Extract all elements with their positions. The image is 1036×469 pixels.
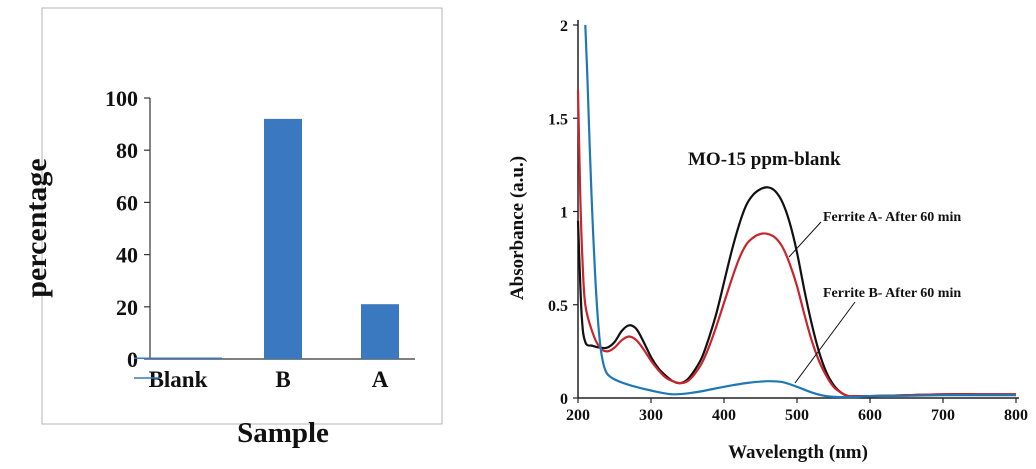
bar-x-tick-label: B — [275, 367, 290, 392]
annotation-mo-blank: MO-15 ppm-blank — [688, 149, 841, 170]
bar-x-tick-label: A — [372, 367, 389, 392]
line-y-tick-label: 2 — [560, 18, 568, 35]
bar-series — [134, 118, 399, 359]
line-x-tick-label: 300 — [639, 407, 663, 424]
line-x-tick-label: 500 — [785, 407, 809, 424]
bar-a — [361, 304, 399, 359]
bar-y-tick-label: 80 — [116, 138, 138, 163]
line-x-tick-label: 200 — [566, 407, 590, 424]
bar-chart-frame — [41, 7, 443, 425]
bar-b — [264, 118, 302, 359]
bar-xlabel: Sample — [237, 417, 329, 449]
bar-chart: 0 20 40 60 80 100 Blank B A percentage Sample — [20, 7, 443, 449]
line-x-tick-label: 400 — [712, 407, 736, 424]
bar-y-tick-label: 0 — [127, 347, 138, 372]
annotation-ferrite-a-leader — [788, 221, 822, 258]
bar-ylabel: percentage — [20, 158, 53, 297]
line-y-tick-label: 0.5 — [548, 298, 568, 315]
line-y-tick-label: 1.5 — [548, 111, 568, 128]
annotation-ferrite-a: Ferrite A- After 60 min — [823, 210, 961, 225]
line-x-tick-label: 800 — [1004, 407, 1028, 424]
bar-y-tick-label: 100 — [105, 86, 138, 111]
annotation-ferrite-b: Ferrite B- After 60 min — [823, 286, 961, 301]
bar-x-tick-label: Blank — [149, 367, 208, 392]
line-chart: 0 0.5 1 1.5 2 200 300 400 500 600 700 800 MO-15 pp… — [507, 18, 1028, 463]
line-ylabel: Absorbance (a.u.) — [507, 156, 528, 300]
line-y-ticks: 0 0.5 1 1.5 2 — [548, 18, 578, 408]
line-x-ticks: 200 300 400 500 600 700 800 — [566, 398, 1028, 424]
bar-y-tick-label: 20 — [116, 295, 138, 320]
annotation-ferrite-b-leader — [794, 301, 856, 384]
line-x-tick-label: 700 — [931, 407, 955, 424]
line-x-tick-label: 600 — [858, 407, 882, 424]
line-y-tick-label: 1 — [560, 205, 568, 222]
bar-y-tick-label: 40 — [116, 243, 138, 268]
line-series-group — [576, 24, 1016, 399]
bar-y-tick-label: 60 — [116, 190, 138, 215]
line-xlabel: Wavelength (nm) — [728, 442, 868, 463]
series-ferrite-a-line — [576, 90, 1016, 398]
bar-x-ticks: Blank B A — [134, 367, 389, 392]
series-ferrite-b-line — [584, 24, 1016, 399]
bar-y-ticks: 0 20 40 60 80 100 — [105, 86, 150, 372]
line-y-tick-label: 0 — [560, 391, 568, 408]
bar-blank — [134, 357, 222, 359]
